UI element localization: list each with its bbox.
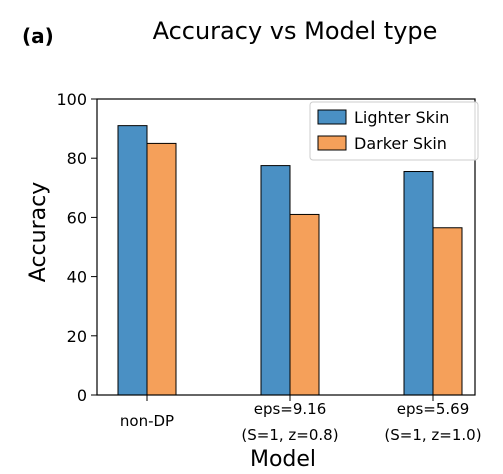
legend-label-lighter-skin: Lighter Skin	[354, 108, 449, 127]
chart-title: Accuracy vs Model type	[153, 17, 438, 45]
legend-label-darker-skin: Darker Skin	[354, 134, 447, 153]
y-tick-label: 0	[77, 386, 87, 405]
x-tick-label: (S=1, z=1.0)	[384, 426, 481, 444]
x-tick-label: (S=1, z=0.8)	[241, 426, 338, 444]
bar-lighter-skin-1	[260, 165, 291, 396]
y-tick-label: 20	[67, 327, 87, 346]
x-axis-label: Model	[250, 447, 316, 472]
y-ticks: 0 20 40 60 80 100	[56, 90, 97, 405]
bar-lighter-skin-0	[117, 125, 148, 396]
legend: Lighter Skin Darker Skin	[309, 101, 479, 161]
x-ticks: non-DP eps=9.16 (S=1, z=0.8) eps=5.69 (S=1, …	[120, 395, 482, 444]
y-tick-label: 40	[67, 268, 87, 287]
y-tick-label: 80	[67, 149, 87, 168]
bar-darker-skin-2	[432, 227, 463, 396]
panel-label: (a)	[22, 24, 54, 48]
plot-frame	[96, 98, 476, 396]
bar-darker-skin-1	[289, 213, 320, 396]
bar-lighter-skin-2	[403, 171, 434, 396]
bars-group	[117, 125, 463, 396]
bar-darker-skin-0	[146, 142, 177, 396]
x-tick-label: non-DP	[120, 412, 174, 430]
y-tick-label: 60	[67, 208, 87, 227]
x-tick-label: eps=9.16	[254, 400, 327, 418]
legend-swatch-darker-skin	[317, 135, 347, 151]
legend-box	[309, 101, 479, 161]
legend-swatch-lighter-skin	[317, 109, 347, 125]
x-tick-label: eps=5.69	[397, 400, 470, 418]
y-tick-label: 100	[56, 90, 87, 109]
y-axis-label: Accuracy	[26, 182, 51, 282]
